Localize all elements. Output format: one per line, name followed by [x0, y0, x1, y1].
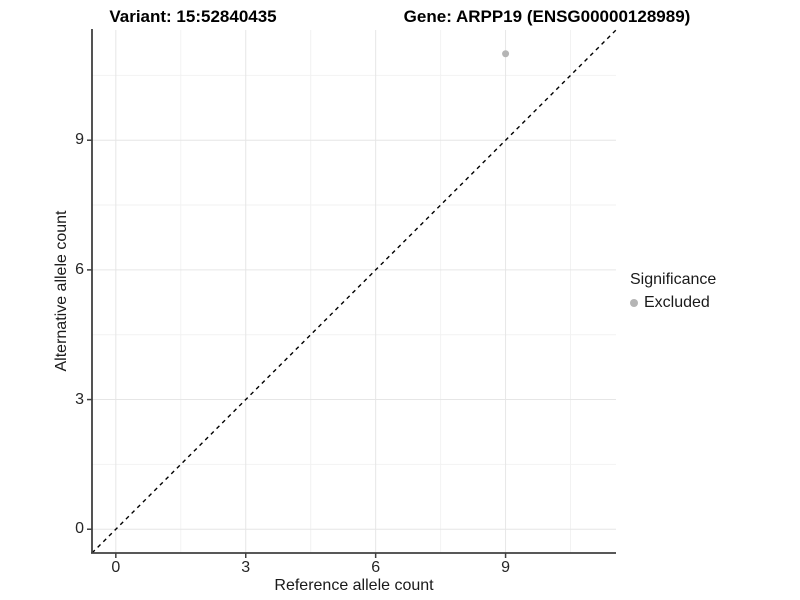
x-tick-label: 6 — [371, 559, 381, 576]
plot-title-variant: Variant: 15:52840435 — [109, 7, 277, 26]
excluded-point-icon — [630, 299, 638, 307]
x-tick-label: 3 — [241, 559, 251, 576]
identity-reference-line — [91, 29, 617, 554]
y-tick-label: 3 — [75, 390, 84, 408]
legend: Significance Excluded — [630, 271, 716, 312]
y-tick-label: 6 — [75, 260, 84, 278]
plot-title-gene: Gene: ARPP19 (ENSG00000128989) — [403, 7, 691, 26]
x-axis-title: Reference allele count — [274, 577, 434, 594]
legend-title: Significance — [630, 271, 717, 288]
legend-item-excluded: Excluded — [630, 294, 716, 312]
x-tick-label: 0 — [111, 559, 121, 576]
y-axis-title: Alternative allele count — [53, 210, 70, 372]
x-tick-label: 9 — [501, 559, 511, 576]
y-tick-label: 9 — [75, 131, 84, 149]
data-point-excluded — [502, 50, 510, 58]
legend-item-label: Excluded — [644, 294, 710, 311]
y-tick-label: 0 — [75, 520, 84, 538]
